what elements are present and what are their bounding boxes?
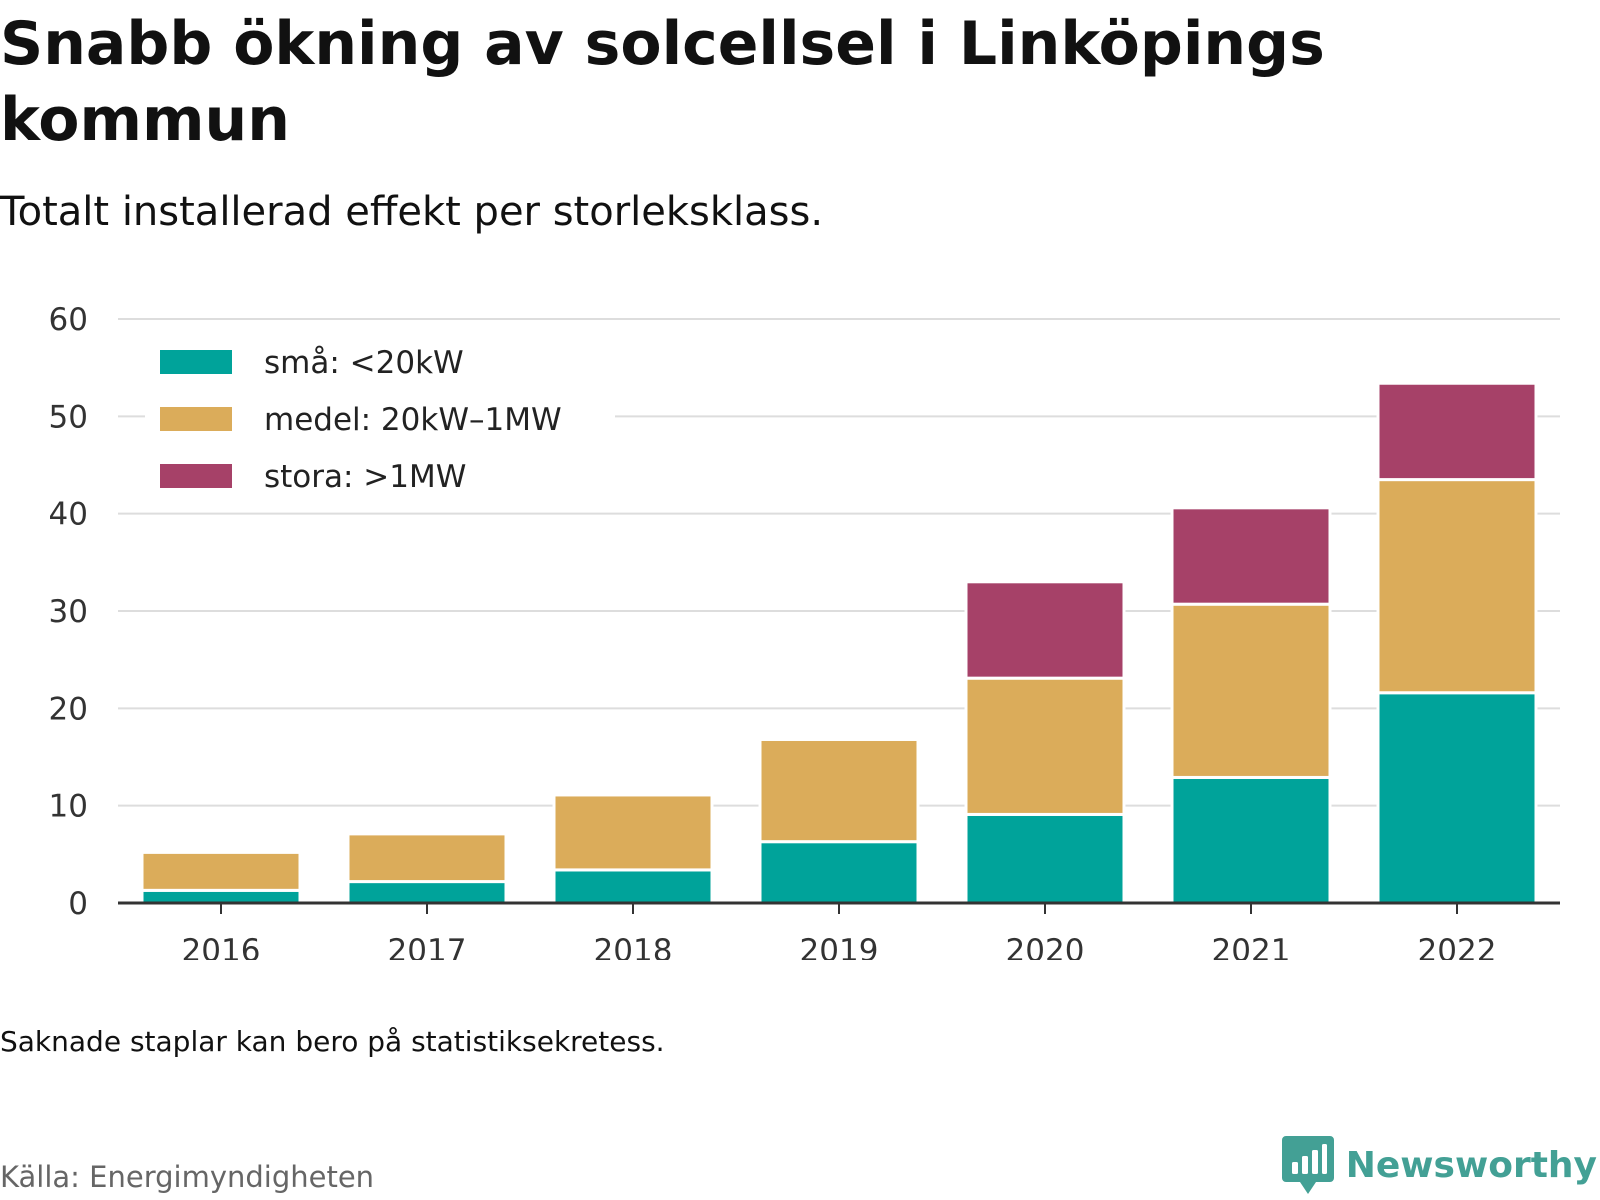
stacked-bar-chart: 0 10 20 30 40 50 60 2016 2017 2018 2019 2020 2021 202…: [49, 302, 1560, 960]
brand-logo: Newsworthy: [1281, 1136, 1597, 1196]
y-tick-label: 30: [49, 594, 88, 630]
bar-segment: [346, 832, 508, 884]
bar-segment: [1170, 506, 1332, 606]
bar-segment: [552, 793, 714, 872]
chart-subtitle: Totalt installerad effekt per storlekskl…: [0, 189, 824, 235]
bar-segment: [758, 737, 920, 844]
axes: 0 10 20 30 40 50 60 2016 2017 2018 2019 2020 2021 202…: [49, 302, 1560, 960]
bar-segment: [140, 850, 302, 892]
legend-label: stora: >1MW: [264, 459, 466, 495]
x-tick-label: 2021: [1212, 933, 1291, 960]
footnote: Saknade staplar kan bero på statistiksek…: [0, 1025, 665, 1058]
bar-segment: [1376, 478, 1538, 695]
bar-segment: [964, 812, 1126, 905]
x-tick-label: 2022: [1418, 933, 1497, 960]
bar-segment: [1170, 602, 1332, 779]
legend: små: <20kW medel: 20kW–1MW stora: >1MW: [145, 324, 615, 495]
bar-segment: [140, 888, 302, 905]
x-tick-label: 2019: [800, 933, 879, 960]
legend-swatch: [160, 350, 232, 374]
y-tick-label: 0: [68, 886, 88, 922]
x-tick-label: 2018: [594, 933, 673, 960]
x-tick-label: 2020: [1006, 933, 1085, 960]
legend-label: små: <20kW: [264, 345, 464, 381]
bar-chart-speech-bubble-icon: [1281, 1136, 1334, 1194]
bar-segment: [964, 676, 1126, 816]
x-tick-label: 2017: [388, 933, 467, 960]
bar-segment: [758, 840, 920, 905]
y-tick-label: 10: [49, 789, 88, 825]
legend-swatch: [160, 407, 232, 431]
bar-segment: [1170, 775, 1332, 905]
y-tick-label: 50: [49, 399, 88, 435]
bar-segment: [346, 880, 508, 905]
bar-segment: [1376, 381, 1538, 482]
source-credit: Källa: Energimyndigheten: [0, 1160, 375, 1194]
chart-title: Snabb ökning av solcellsel i Linköpings …: [0, 9, 1325, 155]
x-tick-label: 2016: [182, 933, 261, 960]
bar-segment: [552, 868, 714, 905]
legend-swatch: [160, 464, 232, 488]
bar-segment: [964, 580, 1126, 680]
bar-segment: [1376, 691, 1538, 905]
y-tick-label: 60: [49, 302, 88, 338]
y-tick-label: 40: [49, 497, 88, 533]
bar-marks: [140, 381, 1538, 905]
legend-label: medel: 20kW–1MW: [264, 402, 562, 438]
y-tick-label: 20: [49, 691, 88, 727]
brand-name: Newsworthy: [1345, 1145, 1597, 1186]
